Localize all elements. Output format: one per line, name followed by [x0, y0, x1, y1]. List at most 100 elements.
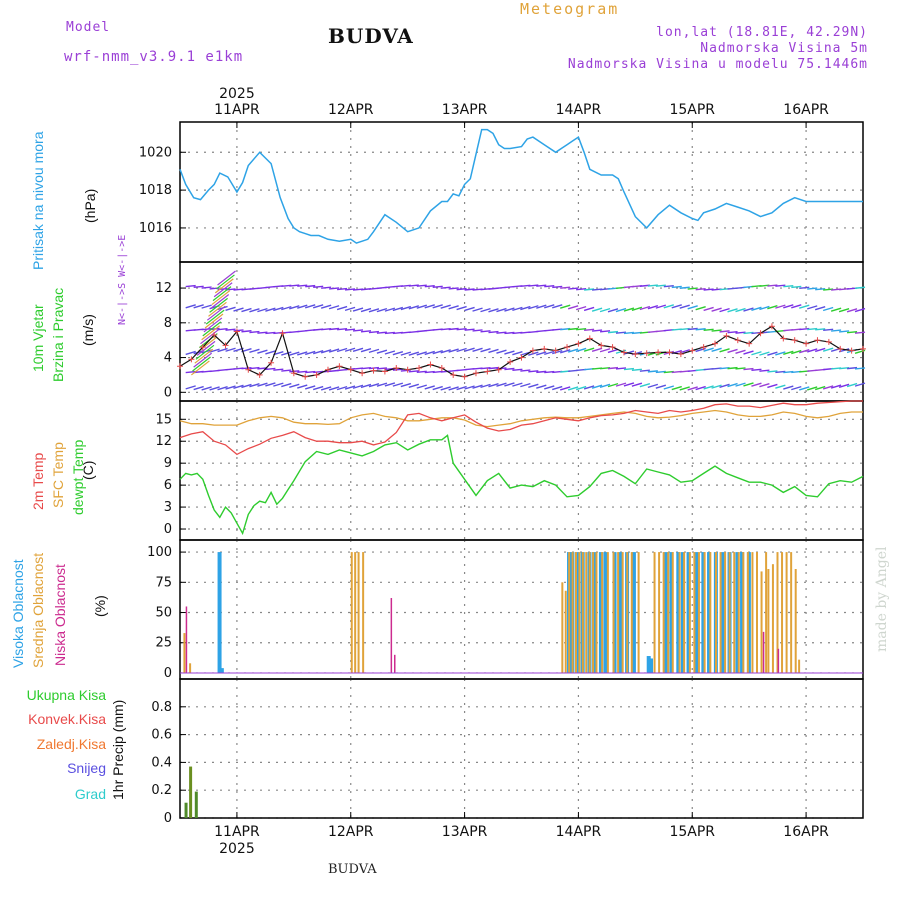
- wind-barb: [743, 307, 754, 312]
- wind-barb: [846, 382, 858, 388]
- wind-barb: [344, 347, 356, 352]
- wind-barb: [727, 348, 738, 354]
- panel-frame: [179, 400, 864, 541]
- date-label-bottom: 13APR: [442, 824, 488, 840]
- wind-barb: [368, 308, 380, 313]
- wind-barb: [305, 284, 316, 288]
- wind-barb: [265, 382, 276, 387]
- wind-barb: [456, 287, 467, 291]
- wind-barb: [631, 306, 643, 312]
- wind-barb: [464, 328, 475, 331]
- wind-barb: [576, 328, 587, 331]
- wind-barb: [592, 329, 603, 332]
- wind-barb: [456, 328, 467, 331]
- cloud-bar: [631, 552, 636, 673]
- wind-barb: [560, 349, 571, 354]
- wind-barb: [711, 307, 722, 312]
- y-tick-label: 0.8: [151, 700, 172, 715]
- wind-barb: [623, 307, 635, 312]
- cloud-bar: [737, 552, 740, 673]
- wind-barb: [711, 329, 722, 332]
- y-tick-label: 0: [164, 522, 172, 537]
- wind-barb: [607, 366, 619, 370]
- wind-barb: [209, 297, 228, 313]
- wind-barb: [807, 305, 818, 310]
- wind-barb: [211, 290, 231, 306]
- wind-barb: [599, 366, 611, 370]
- wind-barb: [846, 330, 858, 334]
- wind-barb: [544, 304, 555, 309]
- wind-barb: [313, 285, 324, 289]
- wind-barb: [615, 382, 627, 387]
- date-label-top: 15APR: [669, 102, 715, 118]
- wind-barb: [695, 328, 706, 331]
- y-tick-label: 1018: [139, 183, 172, 198]
- wind-barb: [195, 344, 215, 360]
- wind-barb: [655, 304, 667, 309]
- cloud-bar: [678, 552, 681, 673]
- y-tick-label: 75: [155, 575, 172, 590]
- cloud-bar: [217, 552, 222, 673]
- wind-barb: [671, 304, 682, 309]
- cloud-bar: [790, 552, 793, 673]
- wind-barb: [249, 308, 260, 313]
- y-tick-label: 100: [147, 545, 172, 560]
- wind-barb: [448, 287, 459, 290]
- wind-barb: [480, 330, 491, 333]
- legend-hail: Grad: [74, 786, 106, 802]
- cloud-bar: [683, 552, 686, 673]
- wind-barb: [281, 382, 292, 388]
- wind-barb: [655, 370, 666, 374]
- wind-barb: [249, 348, 260, 354]
- cloud-bar: [701, 552, 706, 673]
- wind-barb: [456, 385, 467, 391]
- wind-barb: [504, 307, 515, 312]
- wind-barb: [504, 350, 515, 355]
- cloud-bar: [680, 552, 685, 673]
- wind-barb: [655, 384, 667, 389]
- wind-barb: [799, 349, 810, 354]
- wind-barb: [775, 304, 786, 309]
- cloud-bar: [662, 552, 665, 673]
- wind-barb: [265, 350, 276, 355]
- wind-barb: [512, 368, 523, 371]
- wind-barb: [567, 348, 579, 353]
- wind-barb: [663, 285, 674, 288]
- wind-barb: [799, 386, 810, 391]
- wind-barb: [480, 383, 491, 389]
- wind-barb: [392, 306, 404, 312]
- wind-barb: [735, 307, 746, 313]
- cloud-bar: [648, 658, 653, 673]
- wind-barb: [185, 304, 196, 309]
- wind-barb: [536, 284, 547, 287]
- wind-barb: [822, 385, 834, 390]
- wind-barb: [599, 348, 611, 353]
- wind-barb: [440, 349, 451, 354]
- wind-barb: [464, 347, 475, 352]
- wind-barb: [368, 348, 380, 354]
- wind-barb: [823, 288, 834, 291]
- panel-frame: [179, 678, 864, 819]
- wind-barb: [528, 383, 539, 389]
- wind-barb: [320, 349, 332, 354]
- wind-barb: [464, 385, 475, 390]
- wind-barb: [639, 382, 651, 388]
- wind-barb: [376, 331, 388, 334]
- wind-barb: [193, 385, 204, 391]
- cloud-bar: [350, 552, 353, 673]
- cloud-bar: [626, 552, 629, 673]
- station-title: BUDVA: [328, 24, 414, 48]
- wind-barb: [767, 370, 778, 373]
- wind-barb: [607, 382, 619, 388]
- wind-barb: [217, 347, 228, 353]
- wind-barb: [751, 382, 762, 387]
- wind-barb: [791, 285, 802, 289]
- wind-barb: [567, 305, 579, 310]
- wind-barb: [599, 330, 611, 333]
- cloud-bar: [571, 552, 574, 673]
- wind-barb: [408, 305, 420, 310]
- wind-barb: [783, 385, 794, 390]
- wind-barb: [599, 307, 611, 313]
- y-tick-label: 0.4: [151, 755, 172, 770]
- wind-barb: [743, 367, 754, 371]
